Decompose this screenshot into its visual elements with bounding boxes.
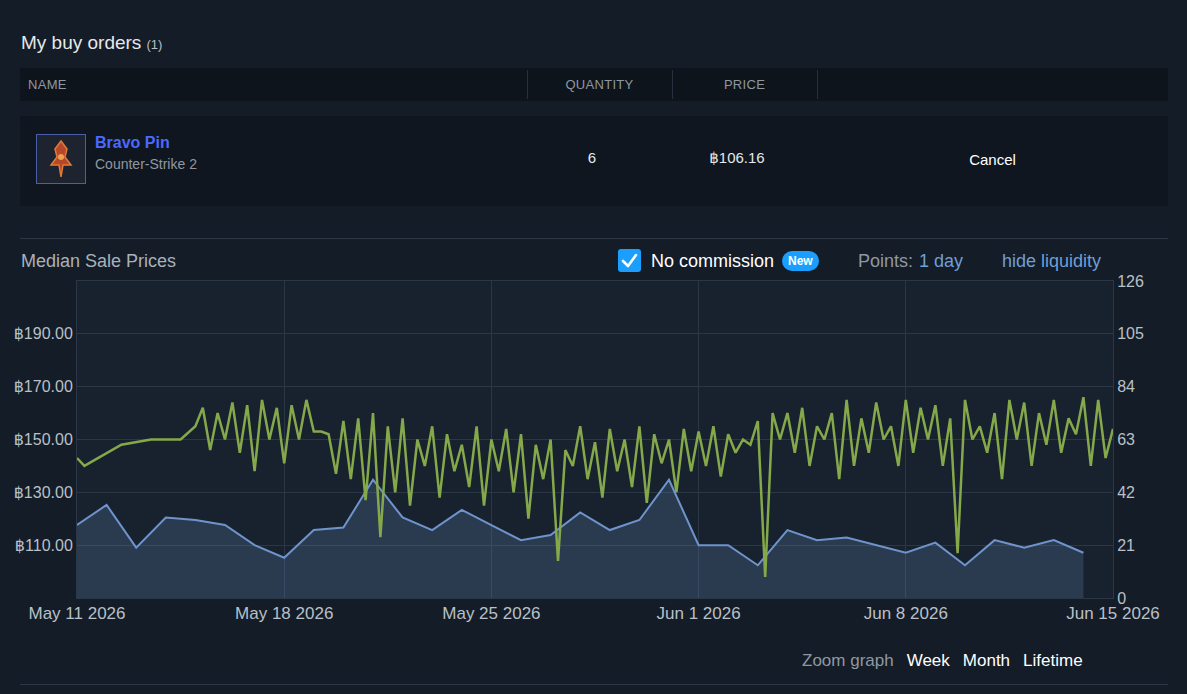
svg-text:฿190.00: ฿190.00 <box>14 325 73 342</box>
svg-text:Jun 15 2026: Jun 15 2026 <box>1066 604 1160 623</box>
html-text:PRICE: PRICE <box>723 77 766 92</box>
html-text:Cancel: Cancel <box>969 151 1016 168</box>
svg-text:May 25 2026: May 25 2026 <box>442 604 540 623</box>
svg-text:42: 42 <box>1117 484 1135 501</box>
svg-text:Jun 1 2026: Jun 1 2026 <box>657 604 741 623</box>
svg-text:126: 126 <box>1117 273 1144 290</box>
svg-text:May 11 2026: May 11 2026 <box>28 604 125 623</box>
html-text:hide liquidity: hide liquidity <box>1002 251 1102 271</box>
html-text:6: 6 <box>587 149 597 166</box>
html-text:Points: 1 day: Points: 1 day <box>858 251 964 271</box>
svg-text:0: 0 <box>1117 590 1126 607</box>
html-text:Median Sale Prices: Median Sale Prices <box>21 251 177 271</box>
svg-text:84: 84 <box>1117 378 1135 395</box>
svg-text:May 18 2026: May 18 2026 <box>235 604 333 623</box>
svg-text:฿110.00: ฿110.00 <box>15 537 73 554</box>
svg-text:฿150.00: ฿150.00 <box>14 431 73 448</box>
html-text:No commission: No commission <box>651 250 774 271</box>
svg-text:63: 63 <box>1117 431 1135 448</box>
svg-text:21: 21 <box>1117 537 1135 554</box>
html-text:Bravo Pin: Bravo Pin <box>95 134 170 151</box>
html-text:Lifetime: Lifetime <box>1023 651 1083 670</box>
html-text:Counter-Strike 2: Counter-Strike 2 <box>95 156 197 172</box>
html-text:My buy orders (1): My buy orders (1) <box>21 32 163 53</box>
html-text:Month: Month <box>962 651 1011 670</box>
svg-text:฿130.00: ฿130.00 <box>14 484 73 501</box>
svg-text:Jun 8 2026: Jun 8 2026 <box>864 604 948 623</box>
html-text:Week: Week <box>906 651 950 670</box>
html-text:Zoom graph: Zoom graph <box>802 651 894 670</box>
html-text:NAME: NAME <box>28 77 67 92</box>
svg-text:105: 105 <box>1117 325 1144 342</box>
html-text:New: New <box>788 254 813 268</box>
html-text:QUANTITY: QUANTITY <box>565 77 634 92</box>
html-text:฿106.16: ฿106.16 <box>709 149 765 166</box>
svg-text:฿170.00: ฿170.00 <box>14 378 73 395</box>
